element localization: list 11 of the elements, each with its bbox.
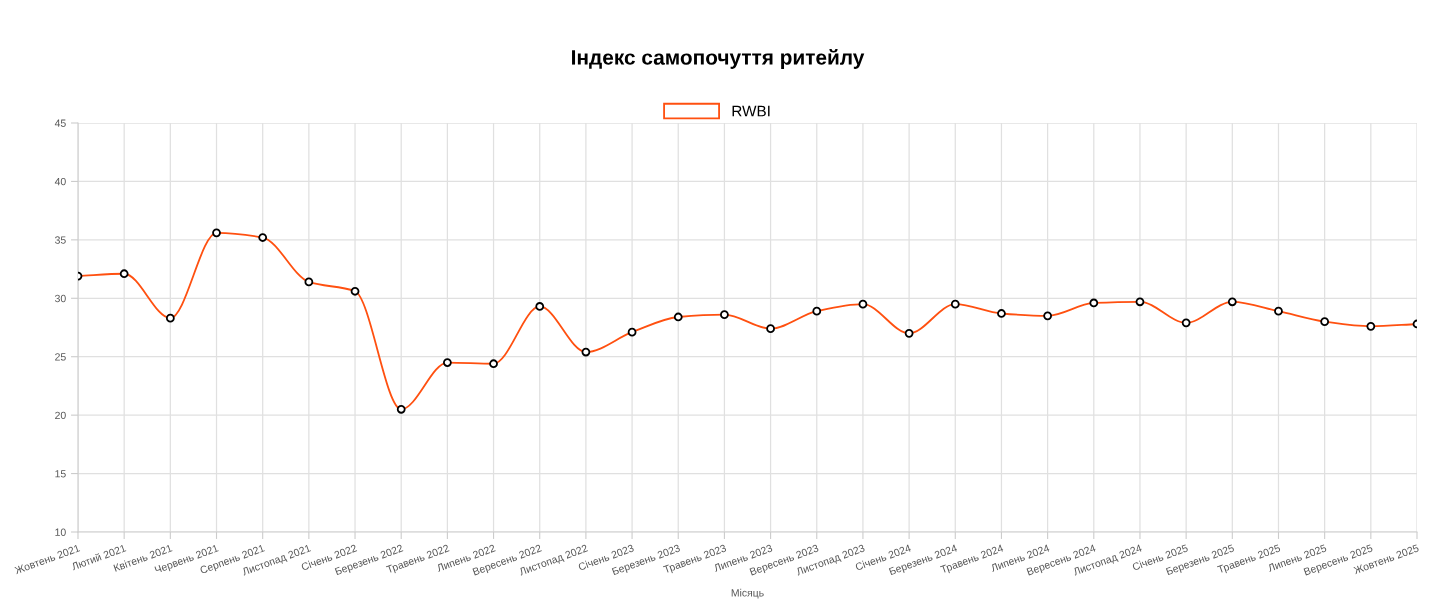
legend-label: RWBI — [732, 105, 770, 117]
chart-title: Індекс самопочуття ритейлу — [572, 49, 865, 69]
y-tick-label: 40 — [54, 177, 66, 186]
y-tick-label: 35 — [55, 236, 66, 244]
y-tick-label: 30 — [55, 294, 66, 303]
y-tick-label: 25 — [55, 353, 66, 361]
x-axis-title: Місяць — [731, 588, 764, 599]
y-tick-label: 45 — [54, 119, 66, 127]
y-tick-label: 15 — [55, 470, 66, 478]
y-tick-label: 20 — [55, 411, 66, 420]
y-tick-label: 10 — [55, 528, 66, 536]
